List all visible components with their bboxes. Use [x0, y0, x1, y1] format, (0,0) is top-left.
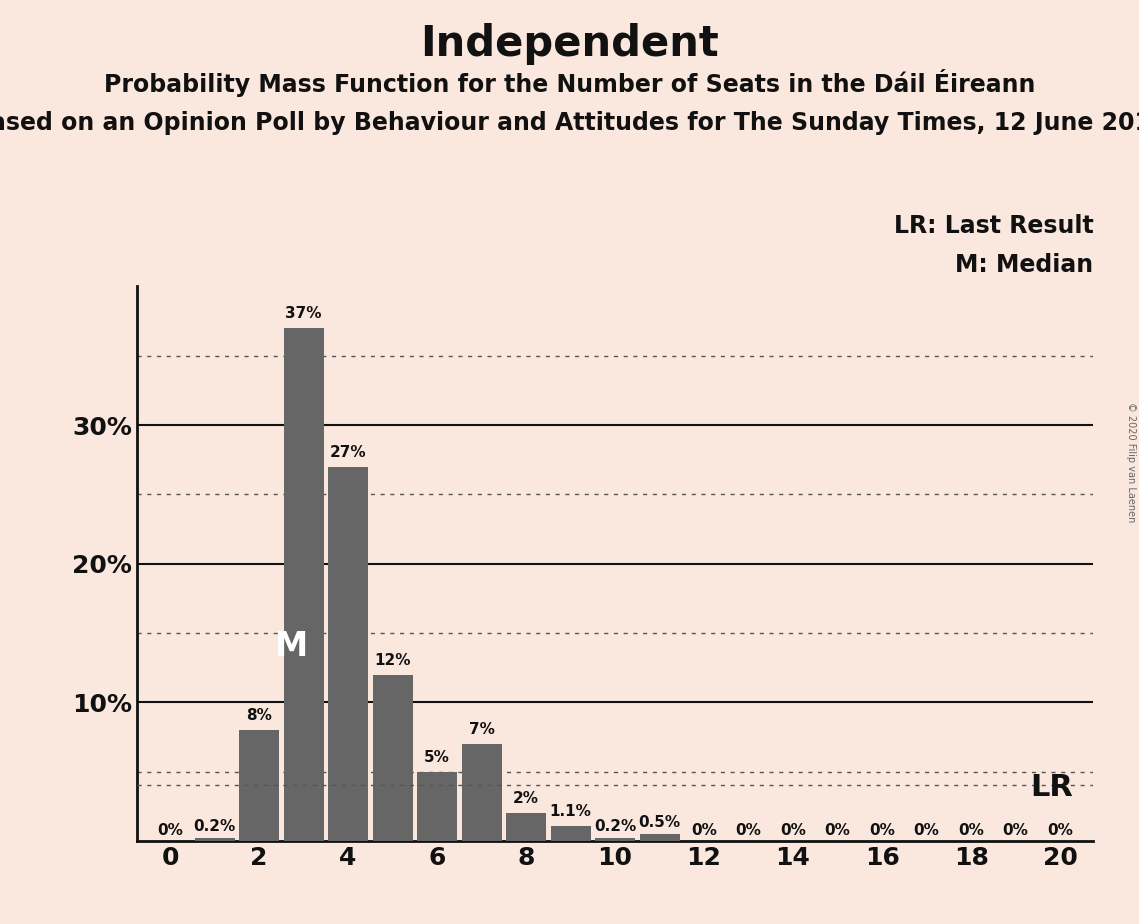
Text: 0%: 0%	[736, 823, 762, 838]
Text: 0%: 0%	[869, 823, 895, 838]
Text: 0.5%: 0.5%	[639, 815, 681, 830]
Text: 1.1%: 1.1%	[550, 804, 591, 819]
Bar	[417, 772, 457, 841]
Text: 0%: 0%	[157, 823, 183, 838]
Bar	[328, 467, 368, 841]
Bar	[461, 744, 501, 841]
Bar	[239, 730, 279, 841]
Text: M: M	[274, 630, 308, 663]
Text: 2%: 2%	[513, 791, 539, 806]
Text: Based on an Opinion Poll by Behaviour and Attitudes for The Sunday Times, 12 Jun: Based on an Opinion Poll by Behaviour an…	[0, 111, 1139, 135]
Bar	[550, 826, 591, 841]
Bar	[195, 838, 235, 841]
Text: Probability Mass Function for the Number of Seats in the Dáil Éireann: Probability Mass Function for the Number…	[104, 69, 1035, 97]
Text: LR: LR	[1031, 773, 1073, 802]
Text: 0.2%: 0.2%	[194, 819, 236, 833]
Bar	[506, 813, 546, 841]
Bar	[284, 328, 323, 841]
Text: 8%: 8%	[246, 708, 272, 723]
Text: 0.2%: 0.2%	[593, 819, 637, 833]
Text: 27%: 27%	[330, 444, 367, 460]
Text: 0%: 0%	[691, 823, 716, 838]
Text: 0%: 0%	[1002, 823, 1029, 838]
Text: 5%: 5%	[424, 749, 450, 765]
Text: 12%: 12%	[375, 652, 411, 667]
Bar	[639, 833, 680, 841]
Text: LR: Last Result: LR: Last Result	[894, 214, 1093, 238]
Text: 0%: 0%	[825, 823, 851, 838]
Text: 0%: 0%	[1047, 823, 1073, 838]
Text: 37%: 37%	[285, 306, 322, 322]
Text: 0%: 0%	[958, 823, 984, 838]
Bar	[595, 838, 636, 841]
Text: 0%: 0%	[913, 823, 940, 838]
Text: M: Median: M: Median	[956, 253, 1093, 277]
Text: 7%: 7%	[468, 722, 494, 737]
Text: © 2020 Filip van Laenen: © 2020 Filip van Laenen	[1126, 402, 1136, 522]
Bar	[372, 675, 412, 841]
Text: 0%: 0%	[780, 823, 806, 838]
Text: Independent: Independent	[420, 23, 719, 65]
